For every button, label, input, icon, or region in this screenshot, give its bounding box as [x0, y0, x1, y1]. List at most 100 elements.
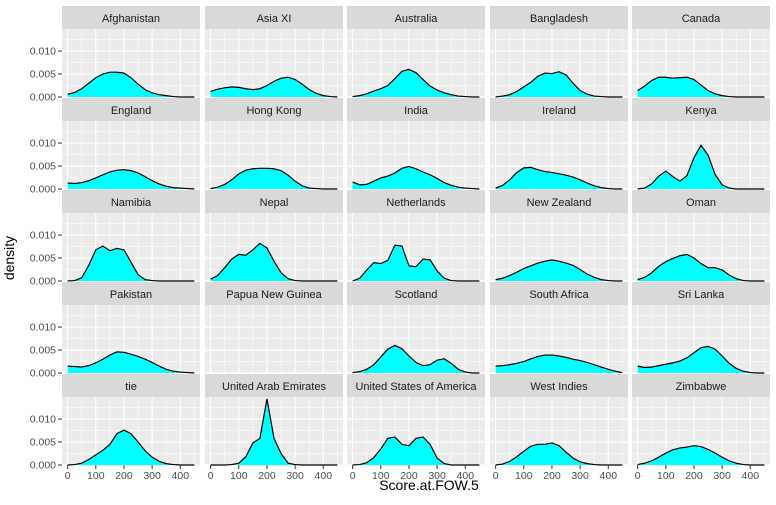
facet-strip [205, 282, 343, 305]
x-tick-label: 300 [143, 470, 161, 482]
density-line [210, 76, 338, 98]
x-tick-label: 400 [172, 470, 190, 482]
density-line [67, 71, 195, 98]
facet-pakistan: Pakistan 0.000 0.005 0.010 [30, 282, 200, 380]
density-area [210, 168, 338, 189]
density-line [495, 442, 623, 466]
density-line [67, 245, 195, 282]
density-area [210, 398, 338, 465]
facet-oman: Oman [632, 190, 770, 282]
facet-label: Australia [395, 13, 439, 25]
x-tick-label: 100 [87, 470, 105, 482]
density-line [210, 242, 338, 282]
x-tick-label: 0 [493, 470, 499, 482]
facet-strip [347, 98, 485, 121]
density-line [637, 445, 765, 466]
x-tick-label: 0 [208, 470, 214, 482]
facet-west-indies: West Indies 0 100 200 300 400 [490, 374, 628, 482]
facet-ireland: Ireland [490, 98, 628, 190]
y-tick-label: 0.005 [30, 69, 56, 81]
facet-label: Zimbabwe [676, 381, 727, 393]
facet-label: New Zealand [527, 197, 592, 209]
facet-label: United States of America [355, 381, 477, 393]
y-tick-label: 0.000 [30, 460, 56, 472]
density-area [67, 72, 195, 97]
facet-label: Asia XI [257, 13, 292, 25]
density-area [637, 445, 765, 465]
facet-strip [205, 6, 343, 29]
x-tick-label: 0 [350, 470, 356, 482]
x-tick-label: 0 [65, 470, 71, 482]
y-tick-label: 0.000 [30, 92, 56, 104]
x-tick-label: 0 [635, 470, 641, 482]
facet-asia-xi: Asia XI [205, 6, 343, 98]
facet-label: South Africa [529, 289, 589, 301]
density-line [352, 68, 480, 98]
facet-kenya: Kenya [632, 98, 770, 190]
density-area [352, 69, 480, 97]
x-tick-label: 300 [713, 470, 731, 482]
facet-label: United Arab Emirates [222, 381, 326, 393]
facet-strip [205, 98, 343, 121]
facet-label: Netherlands [386, 197, 446, 209]
facet-label: Namibia [111, 197, 152, 209]
density-line [495, 166, 623, 190]
y-tick-label: 0.010 [30, 322, 56, 334]
density-area [352, 345, 480, 373]
facet-nepal: Nepal [205, 190, 343, 282]
facet-label: England [111, 105, 151, 117]
facet-label: Pakistan [110, 289, 152, 301]
density-area [495, 355, 623, 373]
facet-afghanistan: Afghanistan 0.000 0.005 0.010 [30, 6, 200, 104]
density-area [67, 169, 195, 189]
density-line [67, 351, 195, 374]
facet-new-zealand: New Zealand [490, 190, 628, 282]
x-tick-label: 100 [657, 470, 675, 482]
facet-namibia: Namibia 0.000 0.005 0.010 [30, 190, 200, 288]
x-tick-label: 300 [571, 470, 589, 482]
facet-bangladesh: Bangladesh [490, 6, 628, 98]
y-tick-label: 0.000 [30, 368, 56, 380]
facet-grid: Afghanistan 0.000 0.005 0.010 Asia XI Austral… [30, 6, 770, 482]
facet-strip [490, 374, 628, 397]
density-area [67, 430, 195, 465]
facet-strip [347, 6, 485, 29]
y-tick-label: 0.010 [30, 230, 56, 242]
density-line [495, 354, 623, 374]
facet-papua-new-guinea: Papua New Guinea [205, 282, 343, 374]
facet-label: Afghanistan [102, 13, 160, 25]
facet-label: Ireland [542, 105, 576, 117]
y-tick-label: 0.010 [30, 46, 56, 58]
facet-strip [490, 190, 628, 213]
facet-strip [632, 374, 770, 397]
y-tick-label: 0.010 [30, 414, 56, 426]
x-tick-label: 100 [372, 470, 390, 482]
facet-scotland: Scotland [347, 282, 485, 374]
facet-label: Sri Lanka [678, 289, 725, 301]
y-tick-label: 0.005 [30, 437, 56, 449]
density-line [495, 259, 623, 282]
facet-label: Hong Kong [246, 105, 301, 117]
y-tick-label: 0.000 [30, 276, 56, 288]
facet-united-arab-emirates: United Arab Emirates 0 100 200 300 400 [205, 374, 343, 482]
facet-label: tie [125, 381, 137, 393]
facet-label: Kenya [685, 105, 717, 117]
facet-strip [62, 98, 200, 121]
x-axis-title: Score.at.FOW.5 [379, 477, 479, 493]
x-tick-label: 300 [428, 470, 446, 482]
facet-label: Scotland [395, 289, 438, 301]
density-area [67, 246, 195, 281]
panel-background [205, 305, 343, 373]
x-tick-label: 200 [115, 470, 133, 482]
density-line [495, 71, 623, 98]
facet-strip [632, 190, 770, 213]
y-axis-title: density [1, 236, 17, 280]
x-tick-label: 300 [286, 470, 304, 482]
facet-strip [347, 282, 485, 305]
density-line [67, 169, 195, 190]
density-area [637, 254, 765, 281]
y-tick-label: 0.010 [30, 138, 56, 150]
facet-strip [62, 282, 200, 305]
density-area [210, 77, 338, 97]
